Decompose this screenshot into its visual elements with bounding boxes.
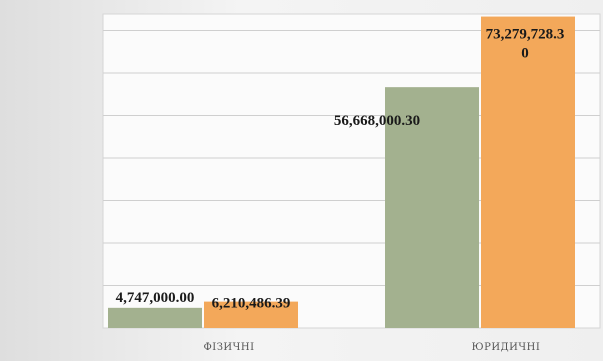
data-label: 56,668,000.30	[334, 113, 420, 129]
data-labels: 4,747,000.00 6,210,486.39 56,668,000.30 73,…	[116, 27, 565, 312]
bars	[108, 16, 575, 328]
bar-2-2	[481, 16, 575, 328]
x-tick-label: ФІЗИЧНІ	[203, 342, 254, 353]
x-tick-label: ЮРИДИЧНІ	[472, 342, 541, 353]
data-label: 73,279,728.3 0	[486, 27, 565, 62]
bar-1-2	[385, 87, 479, 328]
x-tick-labels: ФІЗИЧНІ ЮРИДИЧНІ	[203, 342, 541, 353]
bar-2-1	[204, 301, 298, 328]
bar-1-1	[108, 307, 202, 328]
data-label: 6,210,486.39	[212, 296, 291, 312]
data-label: 4,747,000.00	[116, 290, 195, 306]
